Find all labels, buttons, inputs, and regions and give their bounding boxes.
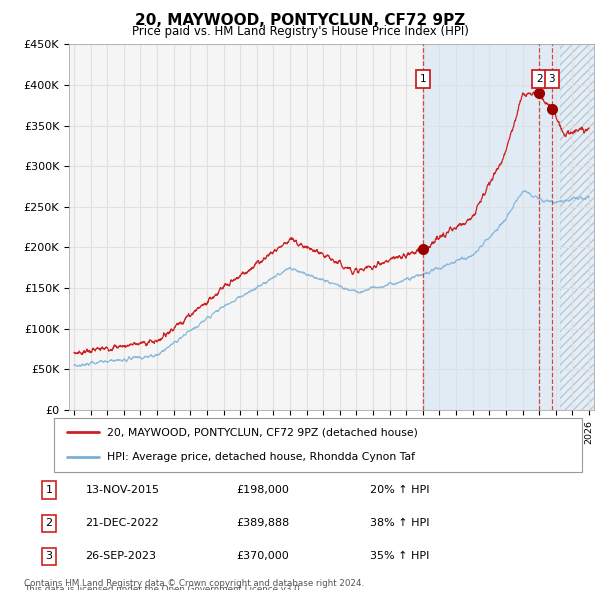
Text: £389,888: £389,888 [236, 518, 289, 528]
Bar [560, 44, 598, 410]
Text: 1: 1 [419, 74, 426, 84]
Text: Contains HM Land Registry data © Crown copyright and database right 2024.: Contains HM Land Registry data © Crown c… [24, 579, 364, 588]
Text: 2: 2 [46, 518, 53, 528]
Text: 1: 1 [46, 485, 53, 495]
Text: 20, MAYWOOD, PONTYCLUN, CF72 9PZ (detached house): 20, MAYWOOD, PONTYCLUN, CF72 9PZ (detach… [107, 427, 418, 437]
Text: 35% ↑ HPI: 35% ↑ HPI [370, 551, 430, 561]
Text: 20, MAYWOOD, PONTYCLUN, CF72 9PZ: 20, MAYWOOD, PONTYCLUN, CF72 9PZ [135, 13, 465, 28]
Text: 26-SEP-2023: 26-SEP-2023 [85, 551, 157, 561]
Text: 3: 3 [548, 74, 555, 84]
Bar [423, 44, 560, 410]
Text: 2: 2 [536, 74, 542, 84]
Text: 20% ↑ HPI: 20% ↑ HPI [370, 485, 430, 495]
Text: This data is licensed under the Open Government Licence v3.0.: This data is licensed under the Open Gov… [24, 585, 302, 590]
Text: £198,000: £198,000 [236, 485, 289, 495]
Text: £370,000: £370,000 [236, 551, 289, 561]
Text: HPI: Average price, detached house, Rhondda Cynon Taf: HPI: Average price, detached house, Rhon… [107, 453, 415, 463]
Text: 21-DEC-2022: 21-DEC-2022 [85, 518, 159, 528]
Text: Price paid vs. HM Land Registry's House Price Index (HPI): Price paid vs. HM Land Registry's House … [131, 25, 469, 38]
Text: 3: 3 [46, 551, 53, 561]
Text: 13-NOV-2015: 13-NOV-2015 [85, 485, 160, 495]
Text: 38% ↑ HPI: 38% ↑ HPI [370, 518, 430, 528]
Bar [560, 44, 598, 410]
